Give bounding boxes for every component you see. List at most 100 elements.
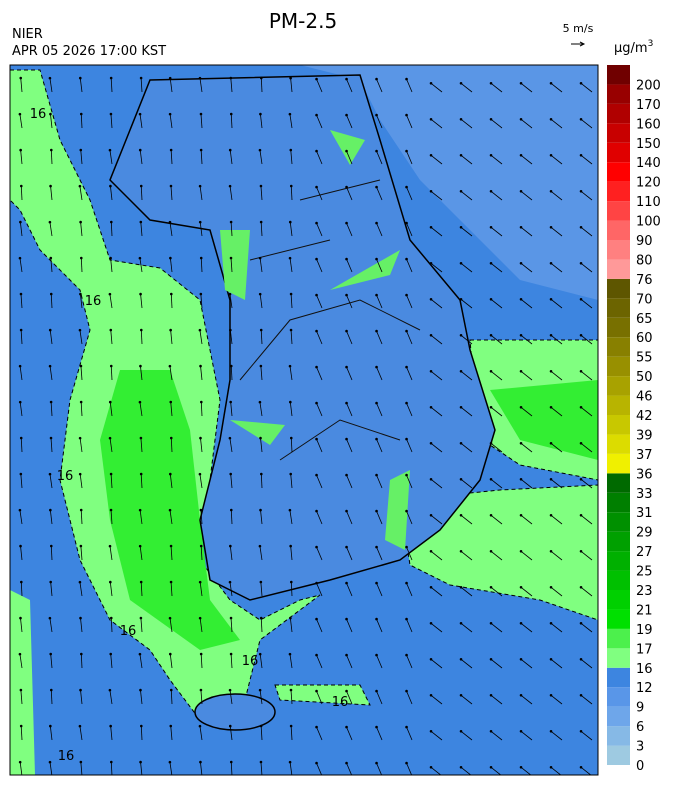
wind-arrow-head: [429, 81, 433, 85]
wind-arrow-head: [109, 760, 113, 764]
wind-arrow-head: [169, 400, 173, 404]
wind-arrow-head: [315, 617, 318, 621]
wind-arrow: [490, 190, 503, 201]
wind-arrow: [260, 762, 263, 775]
wind-arrow-head: [289, 472, 293, 476]
wind-arrow: [49, 474, 53, 489]
colorbar-box: [607, 648, 630, 668]
wind-arrow-head: [345, 293, 348, 297]
wind-arrow-head: [405, 653, 408, 657]
wind-arrow: [169, 762, 173, 775]
wind-arrow: [229, 690, 233, 705]
wind-arrow-head: [315, 293, 318, 297]
wind-arrow: [200, 366, 203, 381]
unit-sup: 3: [648, 39, 654, 49]
wind-arrow-head: [228, 292, 232, 296]
wind-arrow-head: [429, 153, 433, 157]
wind-arrow: [170, 437, 173, 453]
wind-arrow: [20, 294, 23, 309]
wind-arrow: [460, 550, 473, 561]
wind-arrow-head: [405, 221, 408, 225]
wind-arrow: [260, 438, 263, 453]
colorbar-label: 6: [636, 720, 644, 735]
wind-arrow: [376, 474, 383, 489]
wind-arrow: [580, 442, 593, 453]
wind-arrow: [490, 298, 503, 309]
wind-arrow-head: [489, 369, 493, 373]
wind-arrow-head: [489, 261, 493, 265]
wind-arrow: [170, 726, 173, 741]
wind-arrow-head: [459, 405, 463, 409]
wind-arrow: [169, 222, 173, 237]
wind-arrow-head: [79, 760, 83, 764]
wind-arrow-head: [19, 472, 23, 476]
wind-arrow: [79, 726, 83, 741]
wind-arrow-head: [19, 688, 23, 692]
wind-arrow: [460, 370, 473, 381]
wind-arrow: [460, 442, 473, 453]
wind-arrow: [430, 694, 443, 705]
wind-arrow: [490, 586, 503, 597]
wind-arrow-head: [345, 185, 348, 189]
jeju: [194, 693, 276, 731]
wind-arrow: [200, 546, 203, 561]
wind-arrow: [50, 293, 53, 309]
wind-arrow-head: [549, 333, 553, 337]
wind-arrow: [520, 478, 533, 489]
wind-arrow: [406, 150, 413, 165]
wind-arrow: [109, 402, 113, 417]
wind-arrow-head: [19, 184, 23, 188]
wind-arrow-head: [168, 472, 172, 476]
wind-arrow: [50, 402, 53, 417]
wind-arrow-head: [549, 477, 553, 481]
wind-arrow-head: [429, 189, 433, 193]
wind-arrow-head: [199, 292, 203, 296]
wind-arrow: [520, 694, 533, 705]
wind-arrow-head: [289, 148, 293, 152]
wind-arrow-head: [579, 513, 583, 517]
wind-arrows: [18, 76, 593, 775]
wind-arrow-head: [489, 549, 493, 553]
wind-arrow-head: [108, 148, 112, 152]
wind-arrow: [550, 658, 563, 669]
wind-arrow-head: [489, 225, 493, 229]
wind-arrow-head: [315, 185, 318, 189]
wind-arrow: [20, 474, 23, 489]
wind-arrow: [139, 510, 143, 525]
wind-arrow-head: [198, 724, 202, 728]
wind-arrow: [460, 226, 473, 237]
wind-arrow-head: [315, 221, 318, 225]
wind-arrow: [316, 690, 323, 705]
wind-arrow-head: [18, 508, 22, 512]
wind-arrow: [346, 438, 353, 453]
wind-arrow-head: [18, 400, 22, 404]
wind-arrow-head: [229, 256, 233, 260]
colorbar-box: [607, 726, 630, 746]
wind-arrow-head: [229, 616, 233, 620]
wind-arrow-head: [288, 220, 292, 224]
wind-arrow: [550, 730, 563, 741]
colorbar-label: 37: [636, 448, 653, 463]
wind-arrow: [520, 154, 533, 165]
wind-arrow: [289, 762, 293, 775]
wind-arrow: [430, 586, 443, 597]
wind-arrow: [230, 402, 233, 417]
wind-arrow: [20, 185, 23, 201]
wind-arrow-head: [49, 292, 53, 296]
wind-arrow-head: [489, 585, 493, 589]
wind-arrow-head: [289, 616, 292, 620]
wind-arrow-head: [139, 580, 143, 584]
wind-arrow-head: [345, 725, 348, 729]
wind-arrow: [289, 366, 293, 381]
wind-arrow-head: [519, 405, 523, 409]
wind-arrow-head: [139, 760, 142, 764]
wind-arrow-head: [138, 112, 142, 116]
wind-arrow: [50, 258, 53, 273]
wind-arrow: [460, 154, 473, 165]
wind-arrow-head: [405, 185, 408, 189]
wind-arrow-head: [579, 153, 583, 157]
wind-arrow: [20, 437, 23, 453]
wind-arrow: [140, 762, 143, 775]
wind-arrow-head: [199, 112, 203, 116]
colorbar-label: 90: [636, 234, 653, 249]
